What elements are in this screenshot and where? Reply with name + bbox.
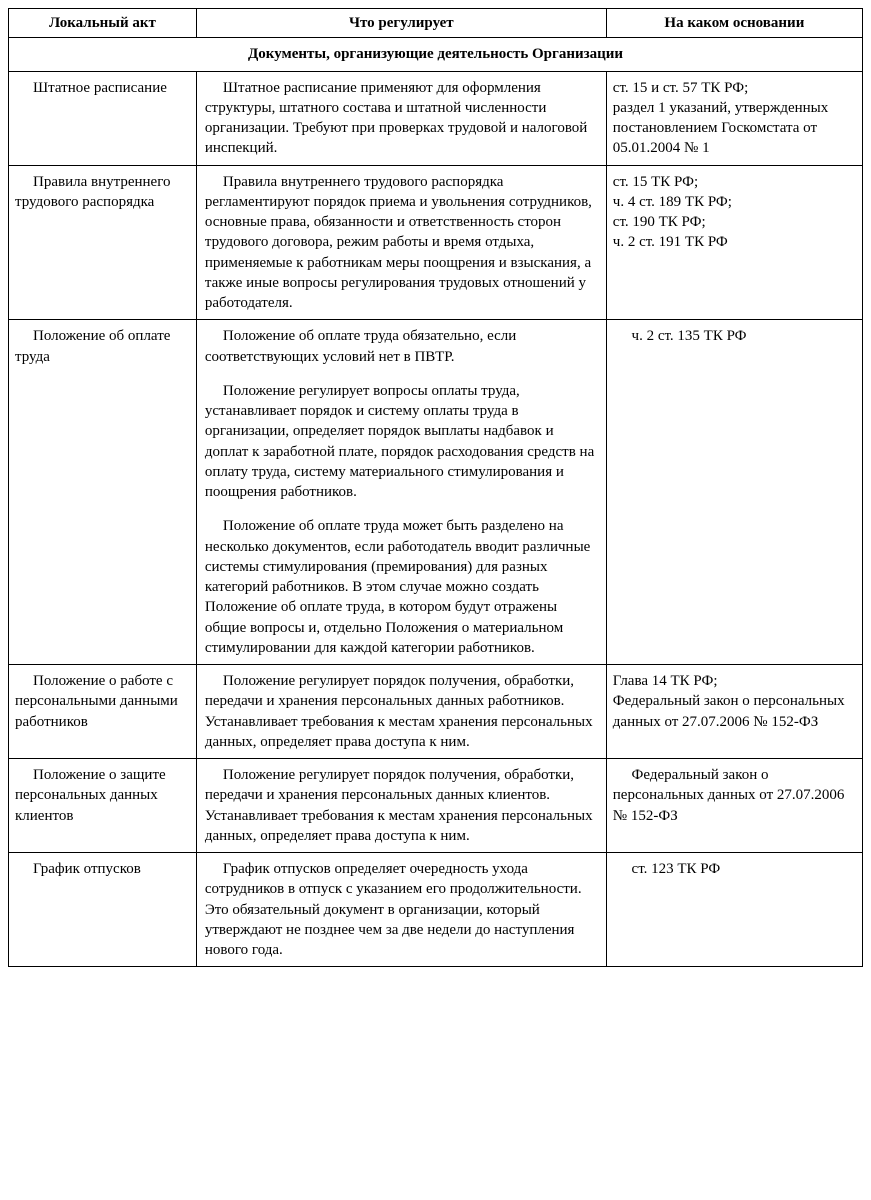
cell-regulates: Положение об оплате труда обязательно, е… — [196, 320, 606, 665]
col-header-regulates: Что регулирует — [196, 9, 606, 38]
table-row: Положение о работе с персональными данны… — [9, 665, 863, 759]
act-text: Положение о защите персональных данных к… — [15, 765, 190, 826]
cell-basis: ст. 123 ТК РФ — [606, 853, 862, 967]
cell-regulates: График отпусков определяет очередность у… — [196, 853, 606, 967]
basis-line: ст. 123 ТК РФ — [613, 859, 856, 879]
regulates-para: Положение регулирует порядок получения, … — [205, 671, 598, 752]
cell-basis: Глава 14 ТК РФ; Федеральный закон о перс… — [606, 665, 862, 759]
act-text: Положение о работе с персональными данны… — [15, 671, 190, 732]
table-header-row: Локальный акт Что регулирует На каком ос… — [9, 9, 863, 38]
cell-regulates: Правила внутреннего трудового распорядка… — [196, 165, 606, 320]
act-text: Положение об оплате труда — [15, 326, 190, 367]
table-row: Правила внутреннего трудового распорядка… — [9, 165, 863, 320]
act-text: Штатное расписание — [15, 78, 190, 98]
table-row: Положение об оплате труда Положение об о… — [9, 320, 863, 665]
basis-line: ч. 2 ст. 191 ТК РФ — [613, 232, 856, 252]
section-heading: Документы, организующие деятельность Орг… — [9, 38, 863, 71]
regulates-para: Штатное расписание применяют для оформле… — [205, 78, 598, 159]
table-row: График отпусков График отпусков определя… — [9, 853, 863, 967]
col-header-act: Локальный акт — [9, 9, 197, 38]
basis-line: ст. 190 ТК РФ; — [613, 212, 856, 232]
regulates-para: Положение регулирует вопросы оплаты труд… — [205, 381, 598, 503]
regulates-para: Положение об оплате труда обязательно, е… — [205, 326, 598, 367]
col-header-basis: На каком основании — [606, 9, 862, 38]
basis-line: Федеральный закон о персональных данных … — [613, 691, 856, 732]
basis-line: Глава 14 ТК РФ; — [613, 671, 856, 691]
regulates-para: Положение регулирует порядок получения, … — [205, 765, 598, 846]
cell-act: Положение о работе с персональными данны… — [9, 665, 197, 759]
table-row: Штатное расписание Штатное расписание пр… — [9, 71, 863, 165]
cell-basis: Федеральный закон о персональных данных … — [606, 759, 862, 853]
cell-act: Штатное расписание — [9, 71, 197, 165]
cell-basis: ст. 15 ТК РФ; ч. 4 ст. 189 ТК РФ; ст. 19… — [606, 165, 862, 320]
section-heading-row: Документы, организующие деятельность Орг… — [9, 38, 863, 71]
cell-act: График отпусков — [9, 853, 197, 967]
act-text: График отпусков — [15, 859, 190, 879]
cell-act: Правила внутреннего трудового распорядка — [9, 165, 197, 320]
cell-regulates: Положение регулирует порядок получения, … — [196, 759, 606, 853]
basis-line: раздел 1 указаний, утвержденных постанов… — [613, 98, 856, 159]
cell-regulates: Штатное расписание применяют для оформле… — [196, 71, 606, 165]
basis-line: ч. 2 ст. 135 ТК РФ — [613, 326, 856, 346]
regulates-para: График отпусков определяет очередность у… — [205, 859, 598, 960]
cell-act: Положение о защите персональных данных к… — [9, 759, 197, 853]
table-row: Положение о защите персональных данных к… — [9, 759, 863, 853]
cell-basis: ч. 2 ст. 135 ТК РФ — [606, 320, 862, 665]
regulates-para: Правила внутреннего трудового распорядка… — [205, 172, 598, 314]
cell-regulates: Положение регулирует порядок получения, … — [196, 665, 606, 759]
basis-line: ст. 15 ТК РФ; — [613, 172, 856, 192]
basis-line: ч. 4 ст. 189 ТК РФ; — [613, 192, 856, 212]
basis-line: Федеральный закон о персональных данных … — [613, 765, 856, 826]
cell-act: Положение об оплате труда — [9, 320, 197, 665]
cell-basis: ст. 15 и ст. 57 ТК РФ; раздел 1 указаний… — [606, 71, 862, 165]
act-text: Правила внутреннего трудового распорядка — [15, 172, 190, 213]
basis-line: ст. 15 и ст. 57 ТК РФ; — [613, 78, 856, 98]
local-acts-table: Локальный акт Что регулирует На каком ос… — [8, 8, 863, 967]
regulates-para: Положение об оплате труда может быть раз… — [205, 516, 598, 658]
